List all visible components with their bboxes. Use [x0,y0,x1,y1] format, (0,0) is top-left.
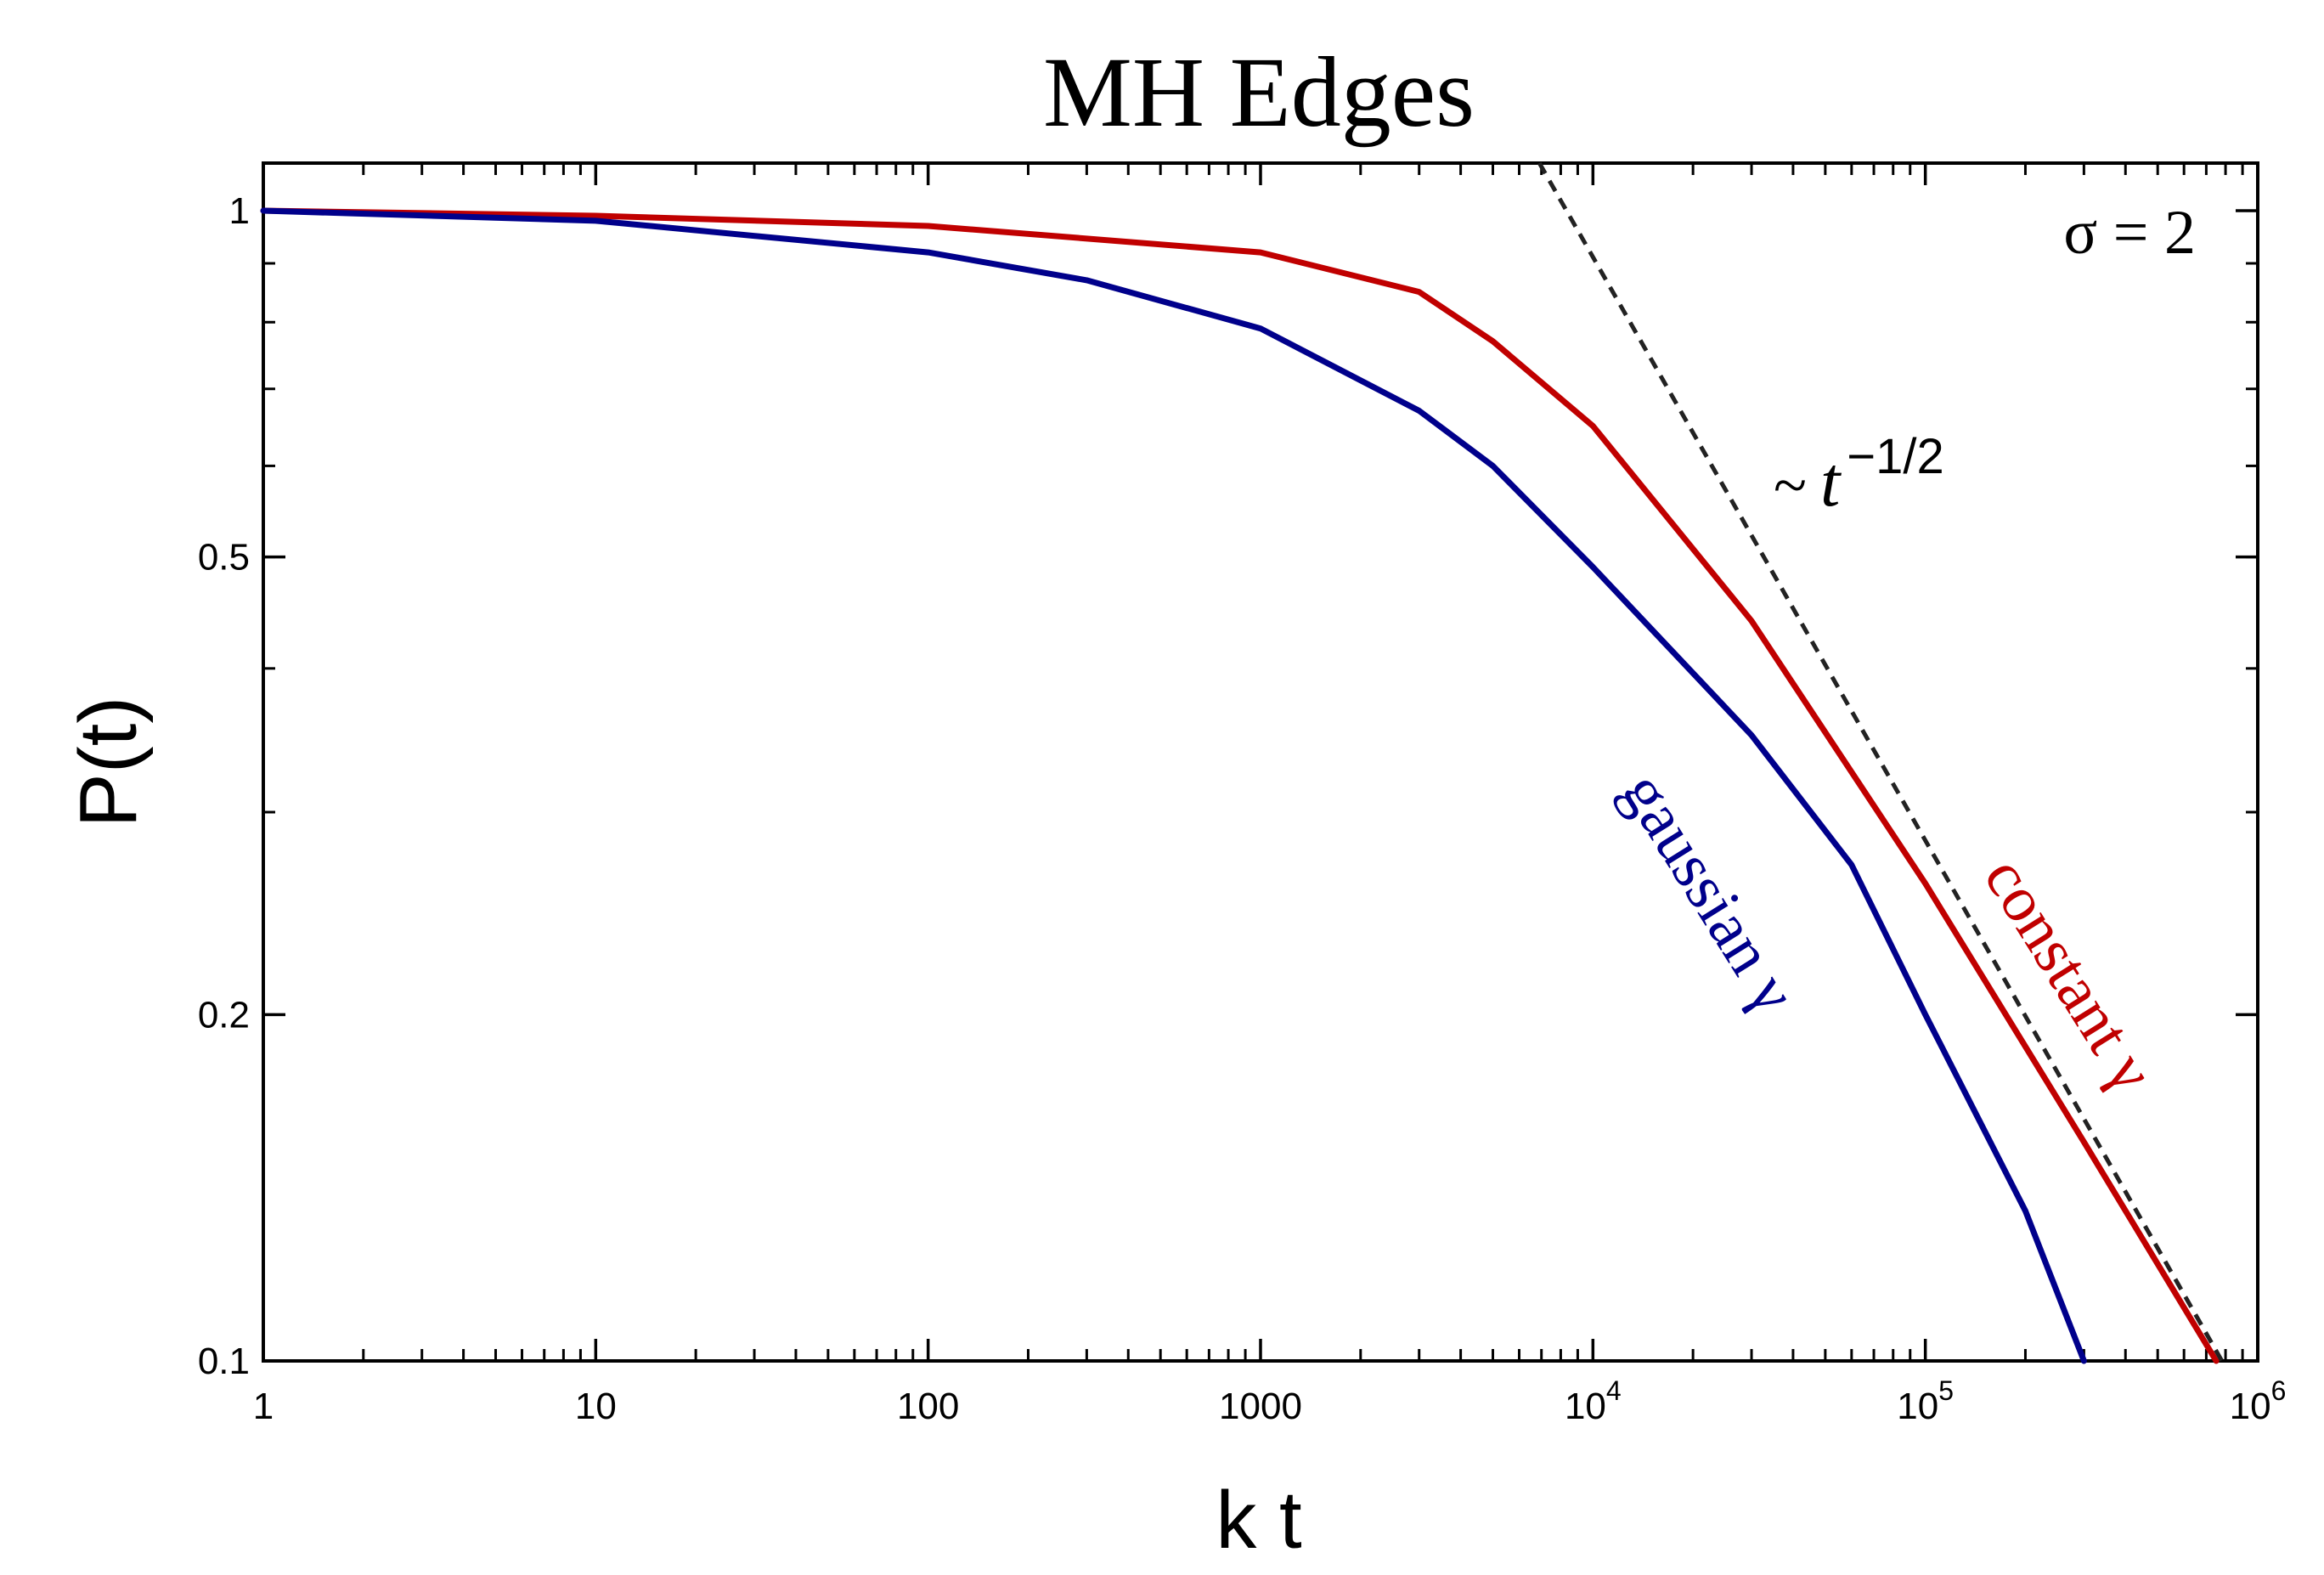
plot-area [262,161,2259,1363]
series-layer [260,161,2224,1364]
scaling-base: t [1820,443,1842,522]
x-tick-label: 100 [897,1386,959,1427]
scaling-exponent: −1/2 [1847,429,1944,484]
x-tick-label: 105 [1897,1375,1954,1427]
y-tick-labels: 1 0.5 0.2 0.1 [198,190,250,1382]
scaling-prefix: ~ [1774,451,1807,519]
gaussian-series-label: gaussian γ [1609,759,1811,1024]
x-tick-label: 10 [575,1386,617,1427]
constant-series-label: constant γ [1971,844,2169,1103]
major-ticks [262,163,2259,1363]
y-tick-label: 0.1 [198,1341,250,1382]
sigma-annotation: σ = 2 [2063,198,2196,268]
minor-ticks [263,163,2258,1361]
y-tick-label: 1 [229,190,250,232]
power-law-guide-line [1537,161,2224,1363]
chart-title: MH Edges [1043,37,1475,148]
series-line [260,207,2087,1364]
x-axis-label: k t [1216,1475,1301,1566]
x-tick-label: 106 [2230,1375,2287,1427]
y-tick-label: 0.5 [198,537,250,579]
y-tick-label: 0.2 [198,994,250,1036]
x-tick-labels: 1 10 100 1000 104 105 106 [253,1375,2287,1427]
scaling-law-annotation: ~ t −1/2 [1774,429,1944,522]
x-tick-label: 1 [253,1386,274,1427]
x-tick-label: 1000 [1219,1386,1302,1427]
x-tick-label: 104 [1565,1375,1622,1427]
series-line [260,207,2220,1364]
y-axis-label: P(t) [63,697,154,828]
